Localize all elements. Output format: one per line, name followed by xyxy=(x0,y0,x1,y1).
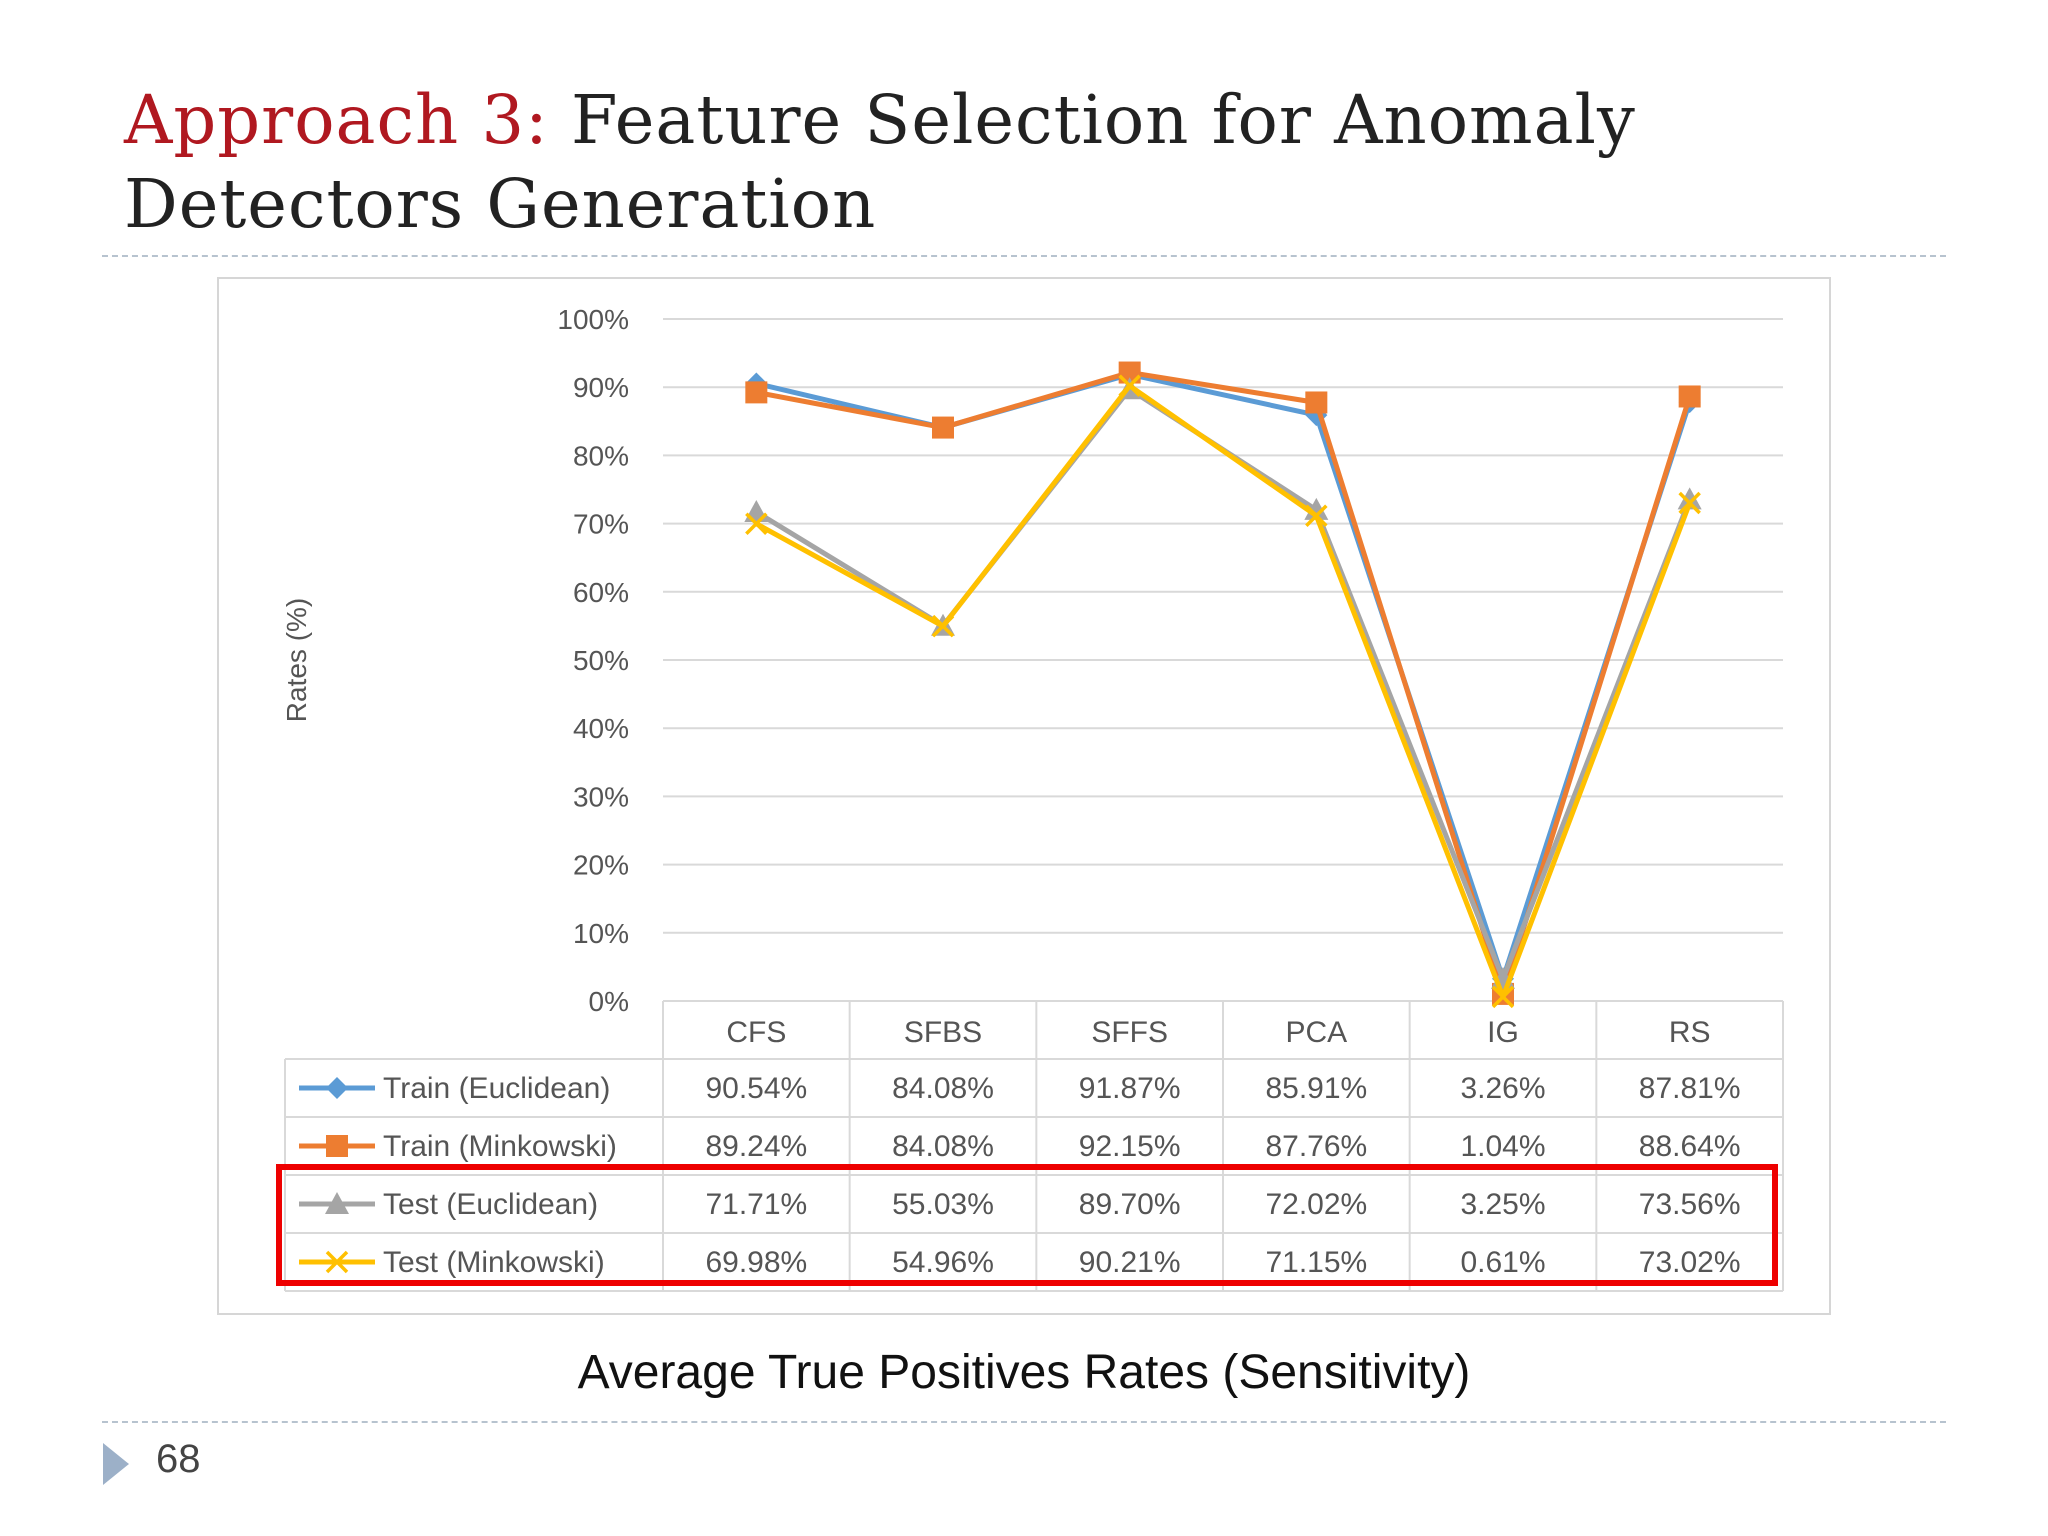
data-point xyxy=(1678,385,1701,408)
series-line-2 xyxy=(755,386,1692,982)
data-point xyxy=(931,614,955,638)
data-table-value: 88.64% xyxy=(1639,1130,1741,1163)
x-category-label: PCA xyxy=(1285,1016,1347,1049)
data-point xyxy=(1305,391,1328,414)
page-number: 68 xyxy=(156,1437,201,1481)
data-point xyxy=(1677,487,1702,510)
data-point xyxy=(932,416,954,439)
data-table-value: 84.08% xyxy=(892,1130,994,1163)
data-table-value: 1.04% xyxy=(1460,1130,1545,1163)
data-point xyxy=(1678,491,1701,515)
x-category-label: SFFS xyxy=(1091,1016,1168,1049)
data-table-value: 72.02% xyxy=(1265,1188,1367,1221)
title-divider xyxy=(102,255,1946,257)
y-tick-label: 70% xyxy=(573,509,629,540)
data-point xyxy=(745,381,768,404)
x-category-label: SFBS xyxy=(904,1016,982,1049)
y-tick-label: 0% xyxy=(589,986,629,1017)
footer-triangle-icon xyxy=(103,1443,129,1485)
y-tick-label: 30% xyxy=(573,781,629,812)
y-tick-label: 20% xyxy=(573,850,629,881)
chart-frame: 0% 10% 20% 30% 40% 50% 60% 70% 80% 90% 100% Rates (… xyxy=(217,277,1831,1315)
data-table-value: 71.15% xyxy=(1265,1246,1367,1279)
y-axis-label: Rates (%) xyxy=(281,598,312,722)
x-category-label: IG xyxy=(1487,1016,1519,1049)
y-tick-label: 50% xyxy=(573,645,629,676)
data-point xyxy=(744,499,769,522)
data-table-value: 69.98% xyxy=(705,1246,807,1279)
legend-series-name: Test (Euclidean) xyxy=(383,1188,598,1221)
data-table-value: 87.81% xyxy=(1639,1072,1741,1105)
series-line-0 xyxy=(755,371,1693,982)
data-point xyxy=(1305,504,1328,527)
title-text: Feature Selection for Anomaly Detectors … xyxy=(124,81,1636,243)
y-tick-label: 80% xyxy=(573,440,629,471)
y-tick-label: 40% xyxy=(573,713,629,744)
y-tick-label: 90% xyxy=(573,372,629,403)
series-line-3 xyxy=(755,383,1693,1000)
x-category-label: RS xyxy=(1669,1016,1711,1049)
legend-key-marker xyxy=(325,1250,349,1274)
data-table-value: 3.26% xyxy=(1460,1072,1545,1105)
data-table-value: 54.96% xyxy=(892,1246,994,1279)
data-table-value: 92.15% xyxy=(1079,1130,1181,1163)
y-tick-label: 10% xyxy=(573,918,629,949)
data-table-value: 87.76% xyxy=(1265,1130,1367,1163)
data-table-value: 55.03% xyxy=(892,1188,994,1221)
series-line-1 xyxy=(755,370,1693,997)
data-table-value: 90.54% xyxy=(705,1072,807,1105)
data-table-value: 89.70% xyxy=(1079,1188,1181,1221)
data-table-value: 0.61% xyxy=(1460,1246,1545,1279)
legend-series-name: Test (Minkowski) xyxy=(383,1246,605,1279)
data-point xyxy=(1491,985,1515,1009)
data-table-value: 71.71% xyxy=(705,1188,807,1221)
y-tick-label: 100% xyxy=(557,304,629,335)
title-accent: Approach 3: xyxy=(124,81,549,159)
legend-key-marker xyxy=(326,1135,348,1157)
x-category-label: CFS xyxy=(726,1016,786,1049)
slide-title: Approach 3: Feature Selection for Anomal… xyxy=(124,78,1984,246)
data-table-value: 85.91% xyxy=(1265,1072,1367,1105)
data-point xyxy=(1118,374,1141,398)
y-tick-label: 60% xyxy=(573,577,629,608)
data-point xyxy=(745,512,768,535)
legend-series-name: Train (Minkowski) xyxy=(383,1130,617,1163)
data-table-value: 89.24% xyxy=(705,1130,807,1163)
data-table-value: 73.56% xyxy=(1639,1188,1741,1221)
legend-key-marker xyxy=(325,1192,349,1214)
legend-key-marker xyxy=(326,1077,348,1099)
data-table-value: 91.87% xyxy=(1079,1072,1181,1105)
footer-divider xyxy=(102,1421,1946,1423)
legend-series-name: Train (Euclidean) xyxy=(383,1072,610,1105)
data-table-value: 90.21% xyxy=(1079,1246,1181,1279)
data-table-value: 3.25% xyxy=(1460,1188,1545,1221)
line-chart: 0% 10% 20% 30% 40% 50% 60% 70% 80% 90% 100% Rates (… xyxy=(281,304,1784,1292)
data-table-value: 84.08% xyxy=(892,1072,994,1105)
data-table-value: 73.02% xyxy=(1639,1246,1741,1279)
chart-caption: Average True Positives Rates (Sensitivit… xyxy=(577,1346,1471,1399)
